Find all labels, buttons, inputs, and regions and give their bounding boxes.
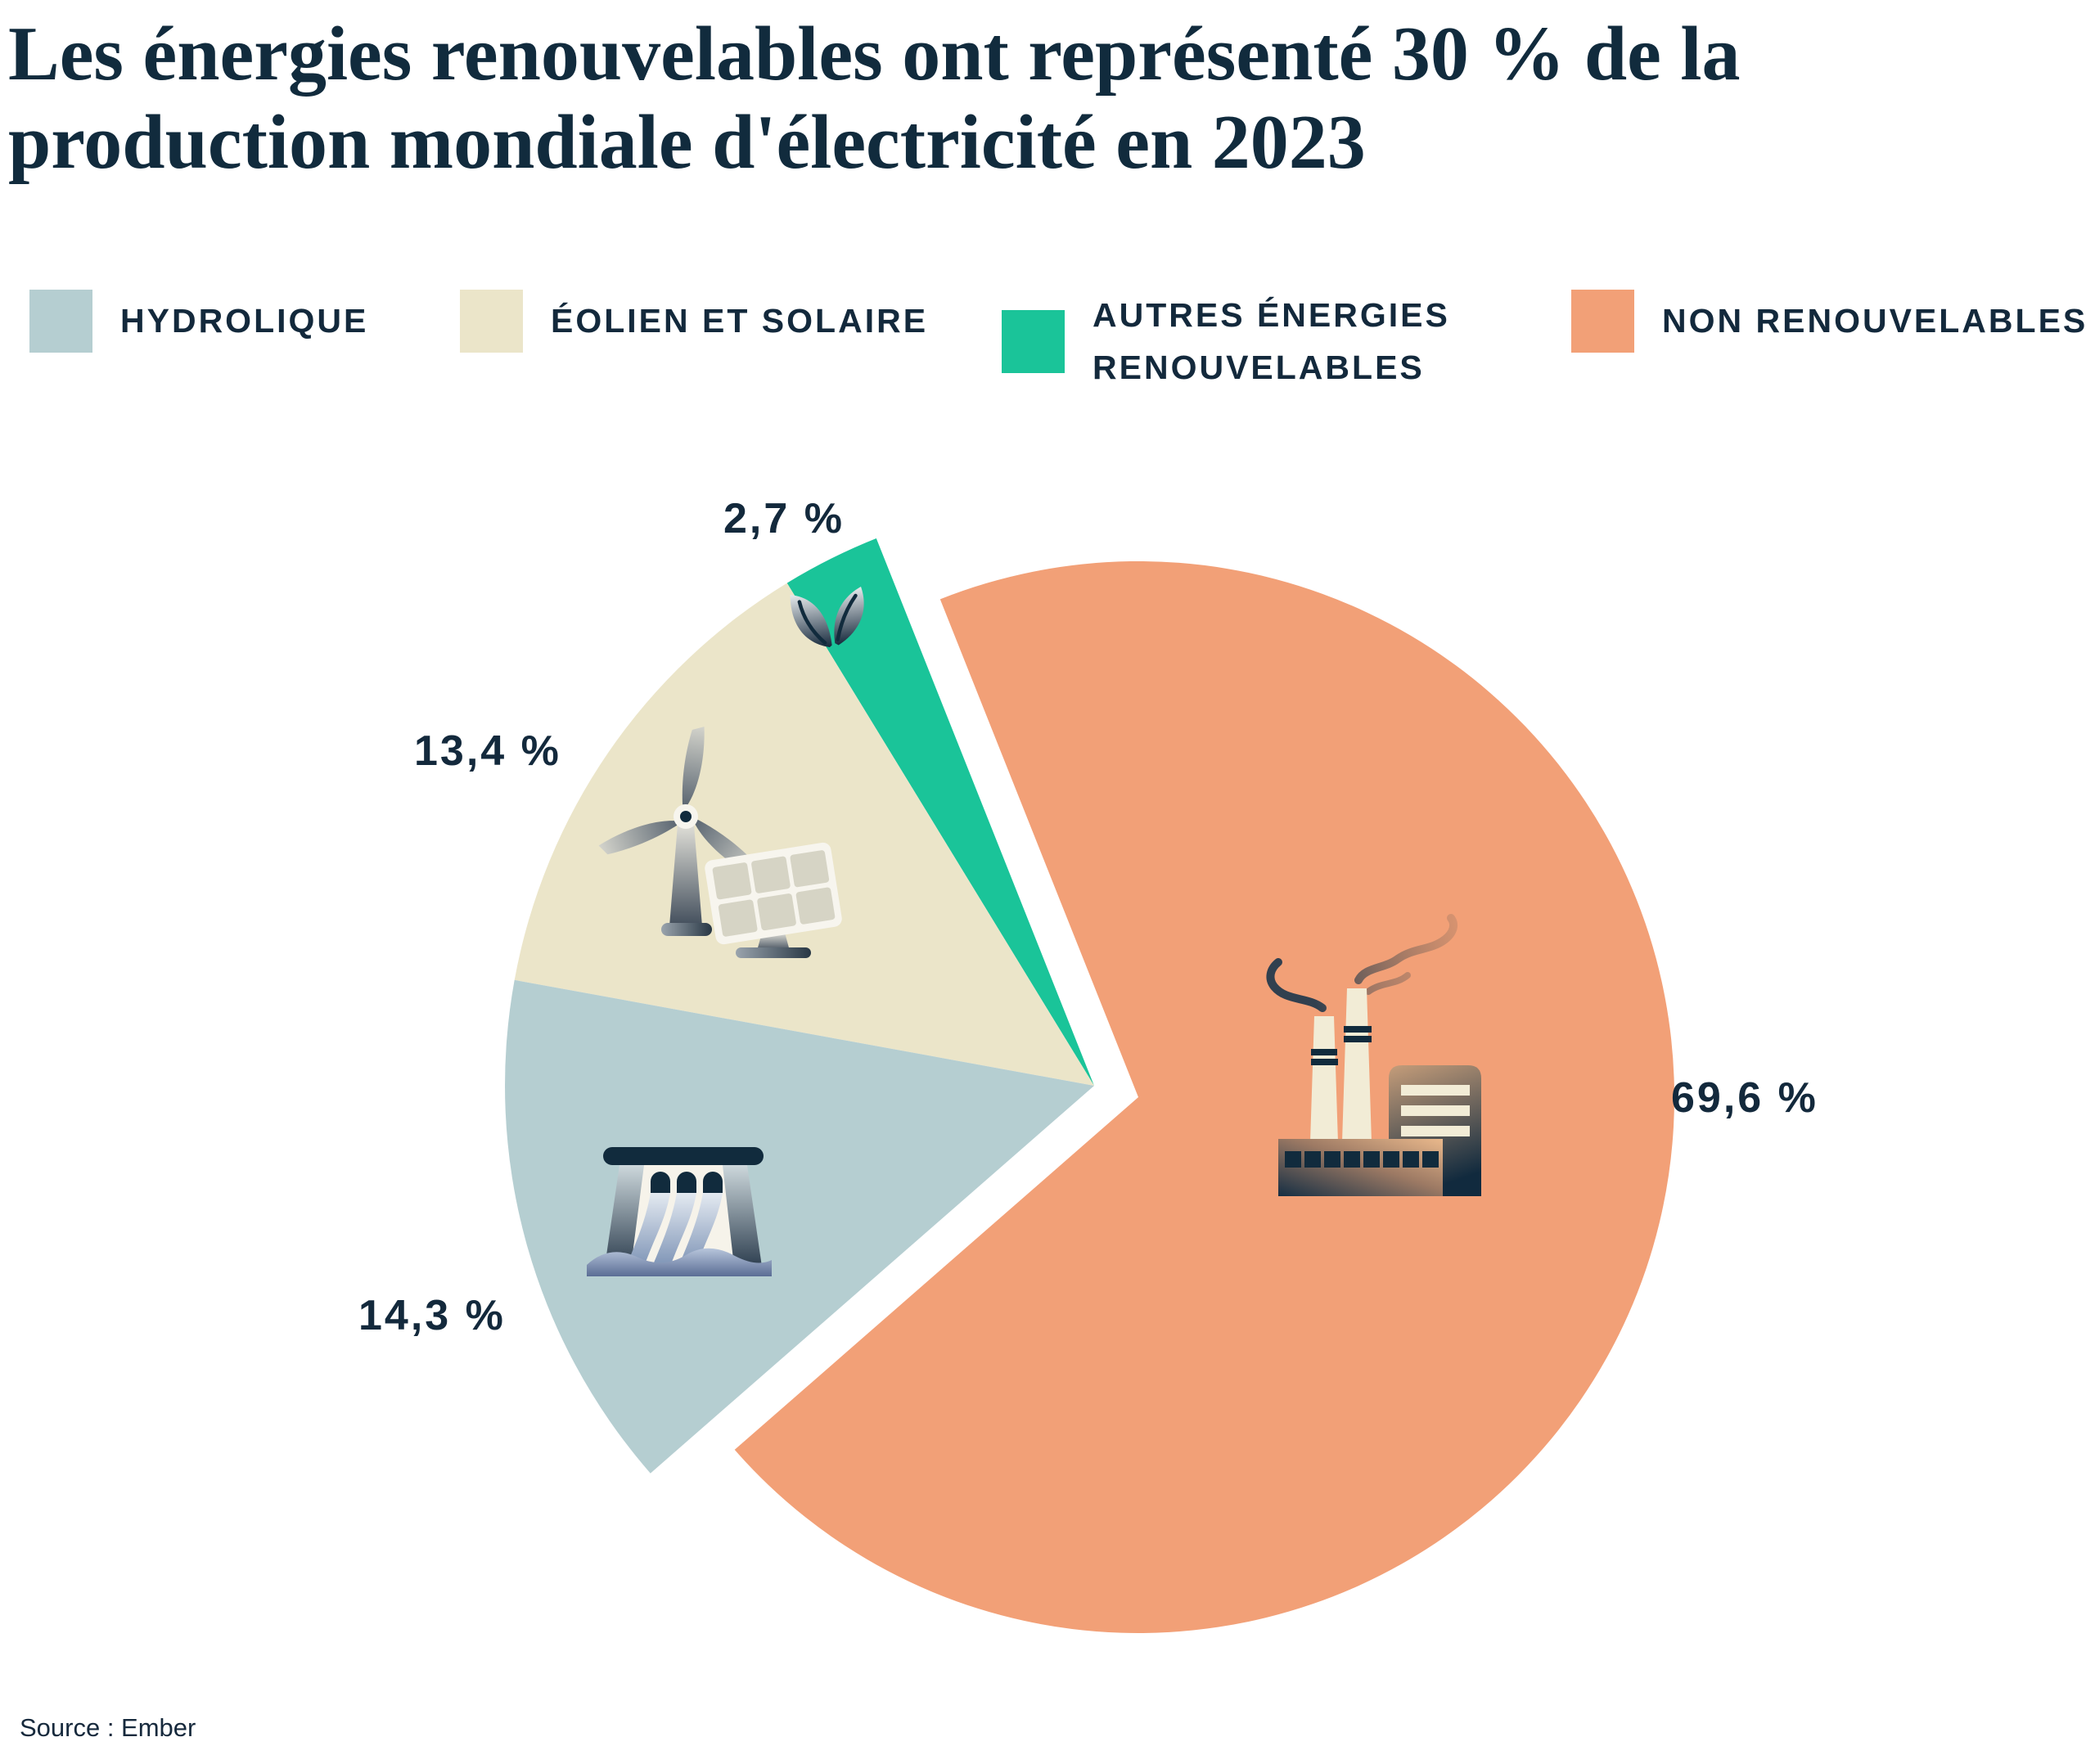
factory-icon (1266, 914, 1481, 1196)
legend-label: ÉOLIEN ET SOLAIRE (551, 301, 929, 340)
pie-slice-autres-energies-renouvelables (786, 538, 1094, 1086)
legend-item-eolien-et-solaire: ÉOLIEN ET SOLAIRE (460, 290, 928, 353)
legend-item-non-renouvelables: NON RENOUVELABLES (1571, 290, 2088, 353)
pie-label-eolien-et-solaire: 13,4 % (414, 727, 561, 775)
legend-swatch-hydrolique (29, 290, 92, 353)
pie-label-hydrolique: 14,3 % (358, 1292, 506, 1339)
pie-label-autres-energies: 2,7 % (723, 495, 845, 542)
hydro-dam-icon (587, 1147, 772, 1276)
legend-swatch-autres-energies (1002, 310, 1065, 374)
pie-slice-non-renouvelables (734, 560, 1674, 1633)
pie-slice-eolien-et-solaire (514, 583, 1094, 1086)
legend-label: HYDROLIQUE (120, 301, 369, 340)
chart-title: Les énergies renouvelables ont représent… (8, 11, 1741, 186)
solar-panel-icon (705, 842, 842, 958)
legend-item-autres-energies: AUTRES ÉNERGIES RENOUVELABLES (1002, 290, 1477, 394)
legend-label: AUTRES ÉNERGIES RENOUVELABLES (1093, 296, 1450, 386)
legend-item-hydrolique: HYDROLIQUE (29, 290, 368, 353)
leaf-icon (790, 586, 864, 648)
legend-swatch-eolien-et-solaire (460, 290, 523, 353)
legend-swatch-non-renouvelables (1571, 290, 1634, 353)
pie-label-non-renouvelables: 69,6 % (1671, 1074, 1818, 1122)
source-note: Source : Ember (20, 1713, 196, 1742)
pie-slices (505, 538, 1674, 1633)
legend-label: NON RENOUVELABLES (1662, 301, 2088, 340)
pie-slice-hydrolique (505, 979, 1094, 1474)
